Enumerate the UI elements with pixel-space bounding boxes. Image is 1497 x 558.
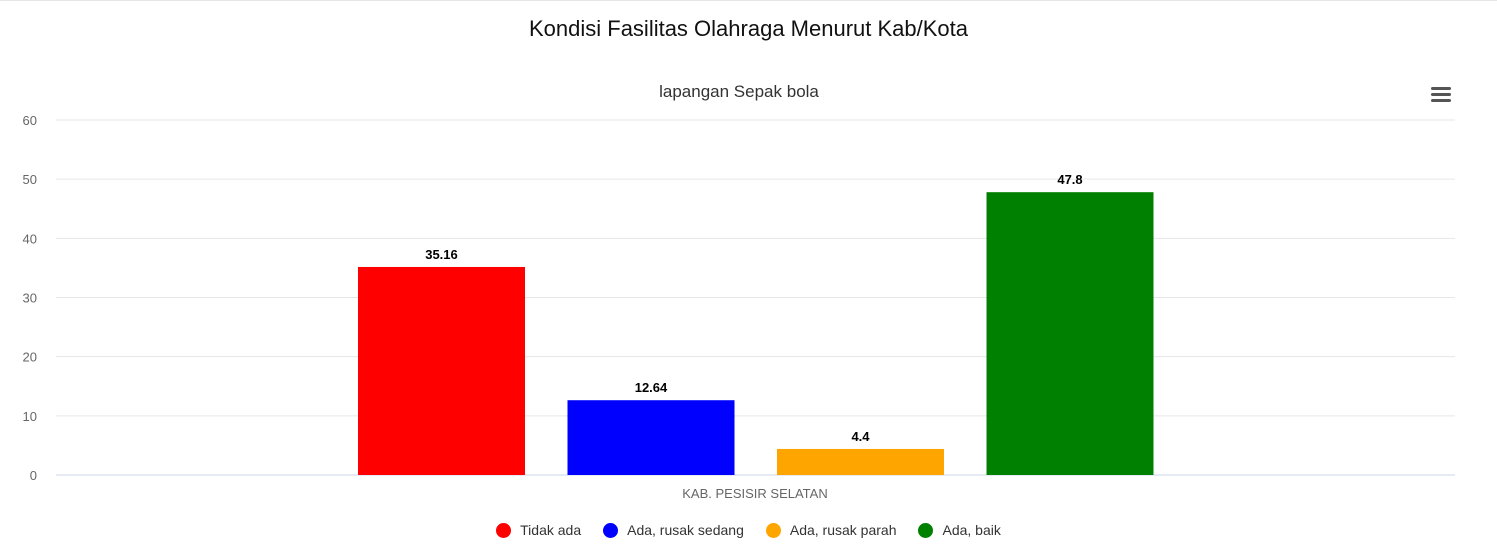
bar <box>567 400 735 475</box>
legend: Tidak ada Ada, rusak sedang Ada, rusak par… <box>0 522 1497 538</box>
y-tick-label: 20 <box>23 350 37 365</box>
legend-item[interactable]: Ada, rusak sedang <box>603 522 744 538</box>
chart-title: lapangan Sepak bola <box>659 82 819 101</box>
legend-label: Tidak ada <box>520 522 582 538</box>
y-tick-label: 10 <box>23 409 37 424</box>
top-border <box>0 0 1497 1</box>
bar <box>358 266 525 475</box>
bar <box>986 192 1154 475</box>
data-label: 35.16 <box>425 247 458 262</box>
y-tick-label: 60 <box>23 113 37 128</box>
legend-label: Ada, baik <box>942 522 1001 538</box>
bar <box>777 448 944 475</box>
y-tick-label: 30 <box>23 291 37 306</box>
legend-swatch-icon <box>765 522 781 538</box>
legend-item[interactable]: Tidak ada <box>496 522 581 538</box>
y-tick-label: 0 <box>30 468 37 483</box>
data-label: 4.4 <box>851 429 870 444</box>
y-tick-label: 50 <box>23 172 37 187</box>
legend-item[interactable]: Ada, baik <box>918 522 1001 538</box>
legend-swatch-icon <box>603 522 619 538</box>
page-title: Kondisi Fasilitas Olahraga Menurut Kab/K… <box>528 16 968 41</box>
hamburger-menu-icon[interactable] <box>1429 84 1453 106</box>
legend-item[interactable]: Ada, rusak parah <box>765 522 897 538</box>
data-label: 47.8 <box>1057 172 1082 187</box>
legend-label: Ada, rusak sedang <box>627 522 744 538</box>
data-label: 12.64 <box>635 380 668 395</box>
legend-swatch-icon <box>918 522 934 538</box>
x-category-label: KAB. PESISIR SELATAN <box>682 486 827 501</box>
y-tick-label: 40 <box>23 231 37 246</box>
legend-swatch-icon <box>496 522 512 538</box>
legend-label: Ada, rusak parah <box>789 522 897 538</box>
